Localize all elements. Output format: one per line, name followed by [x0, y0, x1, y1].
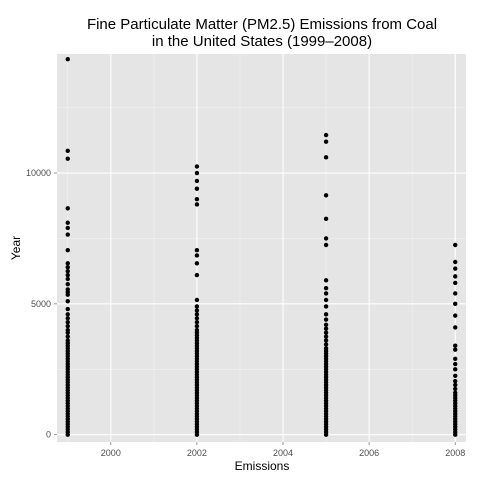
data-point [195, 197, 199, 201]
y-tick-label: 5000 [31, 299, 51, 309]
data-point [324, 243, 328, 247]
data-point [324, 312, 328, 316]
data-point [324, 342, 328, 346]
data-point [66, 330, 70, 334]
data-point [453, 379, 457, 383]
y-tick-label: 10000 [26, 168, 51, 178]
data-point [66, 149, 70, 153]
data-point [453, 291, 457, 295]
data-point [66, 282, 70, 286]
data-point [324, 334, 328, 338]
data-point [195, 248, 199, 252]
data-point [324, 133, 328, 137]
data-point [195, 253, 199, 257]
data-point [66, 221, 70, 225]
data-point [66, 269, 70, 273]
data-point [453, 383, 457, 387]
data-point [453, 347, 457, 351]
data-point [66, 312, 70, 316]
data-point [195, 298, 199, 302]
data-point [195, 187, 199, 191]
data-point [453, 374, 457, 378]
data-point [324, 278, 328, 282]
data-point [324, 338, 328, 342]
data-point [453, 302, 457, 306]
data-point [453, 266, 457, 270]
data-point [453, 367, 457, 371]
chart-title-line-1: Fine Particulate Matter (PM2.5) Emission… [87, 16, 437, 33]
data-point [195, 164, 199, 168]
data-point [324, 291, 328, 295]
data-point [195, 324, 199, 328]
data-point [453, 362, 457, 366]
data-point [195, 312, 199, 316]
data-point [195, 304, 199, 308]
data-point [324, 236, 328, 240]
data-point [66, 334, 70, 338]
data-point [324, 286, 328, 290]
data-point [66, 293, 70, 297]
data-point [66, 432, 70, 436]
data-point [195, 308, 199, 312]
data-point [324, 193, 328, 197]
data-point [453, 274, 457, 278]
x-axis-title: Emissions [235, 459, 290, 473]
chart-title-line-2: in the United States (1999–2008) [152, 33, 372, 50]
data-point [66, 277, 70, 281]
data-point [453, 325, 457, 329]
data-point [453, 344, 457, 348]
plot-panel [57, 54, 466, 442]
data-point [324, 298, 328, 302]
data-point [66, 299, 70, 303]
data-point [453, 260, 457, 264]
x-tick-label: 2004 [273, 448, 293, 458]
data-point [453, 387, 457, 391]
data-point [453, 432, 457, 436]
x-tick-label: 2008 [445, 448, 465, 458]
data-point [195, 261, 199, 265]
data-point [66, 226, 70, 230]
data-point [66, 307, 70, 311]
data-point [195, 320, 199, 324]
data-point [66, 261, 70, 265]
data-point [195, 316, 199, 320]
data-point [195, 273, 199, 277]
x-tick-label: 2000 [101, 448, 121, 458]
data-point [324, 330, 328, 334]
data-point [324, 139, 328, 143]
data-point [453, 357, 457, 361]
x-tick-label: 2006 [359, 448, 379, 458]
y-tick-label: 0 [46, 430, 51, 440]
data-point [195, 432, 199, 436]
data-point [453, 313, 457, 317]
data-point [324, 317, 328, 321]
data-point [453, 243, 457, 247]
data-point [66, 316, 70, 320]
data-point [324, 155, 328, 159]
x-tick-label: 2002 [187, 448, 207, 458]
data-point [66, 156, 70, 160]
data-point [324, 327, 328, 331]
data-point [66, 57, 70, 61]
data-point [66, 232, 70, 236]
data-point [66, 320, 70, 324]
data-point [66, 324, 70, 328]
data-point [66, 248, 70, 252]
data-point [66, 273, 70, 277]
data-point [324, 304, 328, 308]
data-point [66, 265, 70, 269]
data-point [66, 206, 70, 210]
y-axis-title: Year [9, 236, 23, 260]
data-point [324, 217, 328, 221]
data-point [324, 323, 328, 327]
data-point [324, 432, 328, 436]
data-point [195, 171, 199, 175]
data-point [453, 281, 457, 285]
data-point [195, 179, 199, 183]
data-point [195, 202, 199, 206]
